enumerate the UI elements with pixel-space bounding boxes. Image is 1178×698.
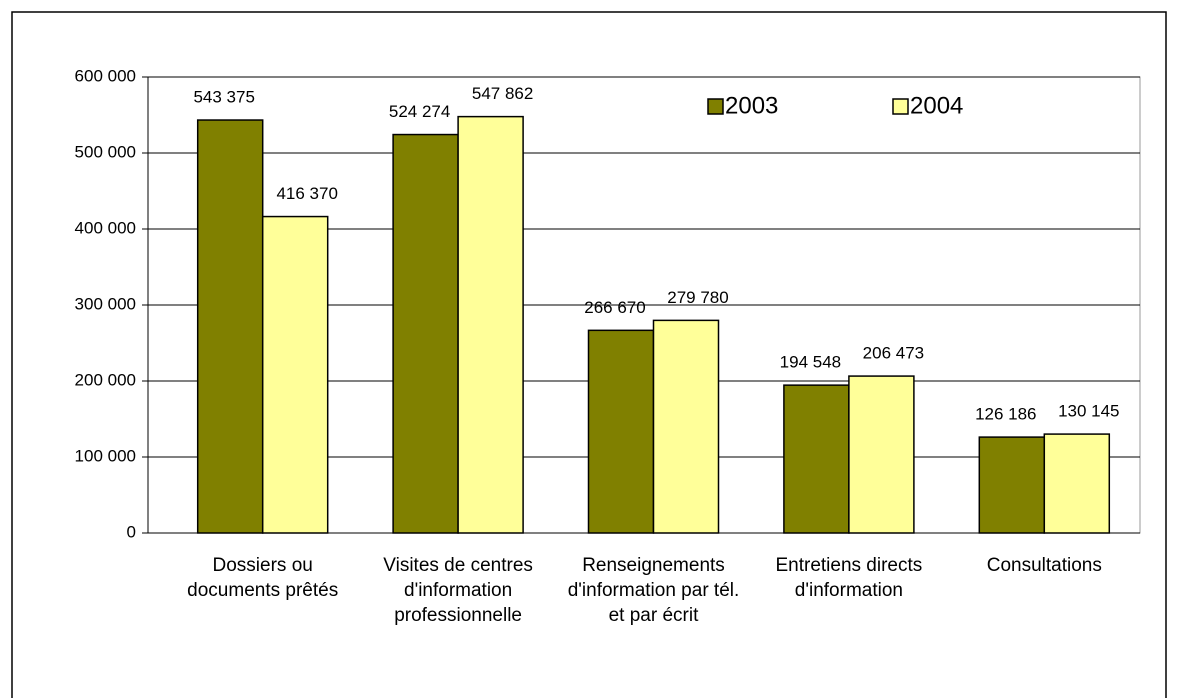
bar: [978, 436, 1046, 534]
y-tick-label: 600 000: [75, 66, 136, 85]
bar: [457, 115, 524, 534]
y-tick-label: 200 000: [75, 370, 136, 389]
data-label: 126 186: [975, 405, 1036, 424]
data-label: 543 375: [193, 88, 254, 107]
legend-label: 2003: [725, 92, 778, 119]
data-label: 206 473: [863, 344, 924, 363]
y-tick-label: 500 000: [75, 142, 136, 161]
data-label: 279 780: [667, 288, 728, 307]
x-tick-label: Dossiers ou documents prêtés: [187, 555, 339, 601]
bar: [587, 329, 655, 534]
y-tick-label: 300 000: [75, 294, 136, 313]
bar: [783, 384, 850, 534]
data-label: 524 274: [389, 102, 450, 121]
x-tick-label: Consultations: [986, 555, 1102, 576]
x-tick-label: Renseignements d'information par tél. et…: [567, 555, 740, 626]
y-tick-label: 0: [127, 522, 136, 541]
data-label: 416 370: [276, 184, 337, 203]
bar: [392, 133, 459, 534]
legend-swatch: [892, 98, 909, 115]
legend-swatch: [707, 98, 724, 115]
bar: [848, 375, 915, 534]
y-tick-label: 100 000: [75, 446, 136, 465]
data-label: 547 862: [472, 84, 533, 103]
bar: [652, 319, 720, 534]
legend-label: 2004: [910, 92, 963, 119]
x-tick-label: Visites de centres d'information profess…: [383, 555, 533, 626]
bar: [1043, 433, 1111, 534]
data-label: 266 670: [584, 298, 645, 317]
data-label: 130 145: [1058, 402, 1119, 421]
data-label: 194 548: [780, 353, 841, 372]
bar: [196, 119, 264, 534]
bar: [261, 215, 329, 534]
x-tick-label: Entretiens directs d'information: [775, 555, 923, 601]
y-tick-label: 400 000: [75, 218, 136, 237]
